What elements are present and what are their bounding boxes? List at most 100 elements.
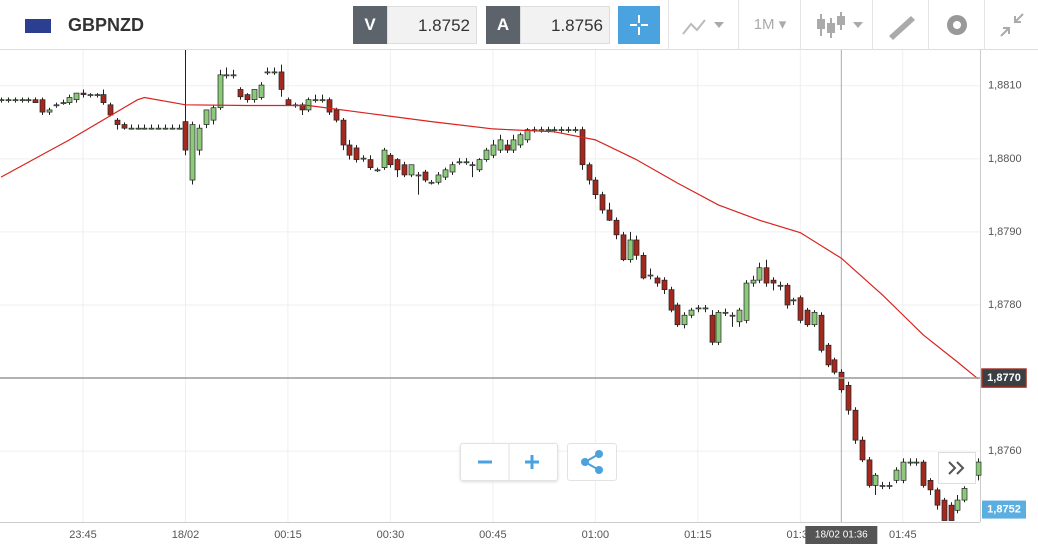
candle-body	[244, 94, 251, 101]
candle-body	[66, 97, 73, 103]
candle-style-button[interactable]	[800, 0, 873, 50]
candle-body	[299, 104, 306, 111]
candle-body	[326, 99, 333, 113]
y-tick-label: 1,8780	[988, 299, 1022, 311]
candle-body	[818, 314, 825, 351]
bid-button[interactable]: V	[353, 6, 387, 44]
candle-body	[360, 157, 367, 160]
candle-body	[217, 74, 224, 109]
candle-body	[695, 307, 702, 310]
candle-body	[340, 119, 347, 146]
ask-button[interactable]: A	[486, 6, 520, 44]
candle-body	[121, 124, 128, 129]
scroll-end-button[interactable]	[938, 452, 976, 484]
candle-body	[53, 104, 60, 107]
candle-body	[401, 164, 408, 176]
collapse-button[interactable]	[984, 0, 1038, 50]
candle-body	[510, 139, 517, 151]
candle-body	[230, 74, 237, 77]
candle-body	[449, 164, 456, 173]
candle-body	[907, 461, 914, 464]
candle-body	[60, 102, 67, 104]
draw-button[interactable]	[872, 0, 929, 50]
candle-body	[155, 127, 162, 130]
candle-body	[647, 274, 654, 277]
candle-body	[12, 99, 19, 102]
candle-body	[975, 461, 982, 476]
candle-body	[435, 174, 442, 183]
candle-body	[271, 71, 278, 74]
candle-body	[825, 344, 832, 366]
candle-body	[606, 209, 613, 221]
candle-body	[251, 89, 258, 101]
candle-body	[702, 307, 709, 310]
chart-type-button[interactable]	[668, 0, 739, 50]
candle-body	[790, 299, 797, 302]
x-tick-label: 23:45	[69, 529, 97, 541]
timeframe-button[interactable]: 1M ▾	[738, 0, 801, 50]
candle-body	[572, 129, 579, 131]
share-icon	[581, 450, 603, 474]
candle-body	[25, 99, 32, 102]
candle-body	[756, 267, 763, 281]
candle-body	[797, 297, 804, 321]
candle-body	[408, 164, 415, 176]
candle-body	[463, 161, 470, 164]
candle-body	[483, 149, 490, 160]
candle-body	[476, 159, 483, 171]
settings-button[interactable]	[928, 0, 985, 50]
candle-body	[852, 409, 859, 441]
y-tick-label: 1,8790	[988, 226, 1022, 238]
candle-body	[784, 284, 791, 306]
candle-body	[763, 267, 770, 284]
candle-body	[709, 314, 716, 343]
candle-body	[893, 469, 900, 481]
candle-body	[442, 169, 449, 178]
candle-body	[770, 279, 777, 284]
candle-body	[258, 84, 265, 98]
candle-body	[367, 159, 374, 168]
candle-body	[941, 499, 948, 521]
candle-body	[811, 311, 818, 326]
crosshair-button[interactable]	[618, 6, 660, 44]
y-tick-label: 1,8800	[988, 153, 1022, 165]
toolbar: GBPNZD V 1.8752 A 1.8756 1M ▾	[0, 0, 1038, 50]
candle-body	[545, 129, 552, 131]
bid-tag-label: 1,8752	[987, 503, 1021, 515]
candle-body	[599, 194, 606, 211]
candle-body	[551, 129, 558, 131]
candle-body	[661, 279, 668, 291]
candle-body	[73, 92, 80, 101]
crosshair-tag-label: 18/02 01:36	[815, 530, 868, 541]
moving-average	[0, 96, 979, 380]
candle-body	[579, 129, 586, 166]
candle-body	[333, 109, 340, 121]
flag-icon	[25, 19, 51, 33]
settings-icon	[947, 15, 967, 35]
candle-body	[94, 94, 101, 96]
candle-body	[565, 129, 572, 131]
candle-body	[223, 74, 230, 77]
ask-price: 1.8756	[520, 6, 610, 44]
candle-body	[524, 129, 531, 141]
candle-body	[640, 254, 647, 279]
candle-body	[394, 159, 401, 171]
candle-body	[592, 179, 599, 196]
candle-body	[46, 109, 53, 113]
candle-body	[196, 127, 203, 151]
candle-body	[627, 239, 634, 261]
candle-body	[203, 109, 210, 125]
candle-body	[80, 92, 87, 95]
share-button[interactable]	[567, 443, 617, 481]
candle-body	[517, 134, 524, 146]
candle-body	[490, 144, 497, 156]
scroll-icon	[948, 461, 965, 475]
candle-body	[319, 99, 326, 102]
candle-body	[189, 124, 196, 181]
crosshair-tag	[805, 526, 878, 544]
x-tick-label: 00:30	[377, 529, 405, 541]
x-tick-label: 18/02	[172, 529, 200, 541]
collapse-icon	[1000, 13, 1024, 37]
candle-body	[948, 504, 955, 521]
candle-body	[729, 314, 736, 317]
